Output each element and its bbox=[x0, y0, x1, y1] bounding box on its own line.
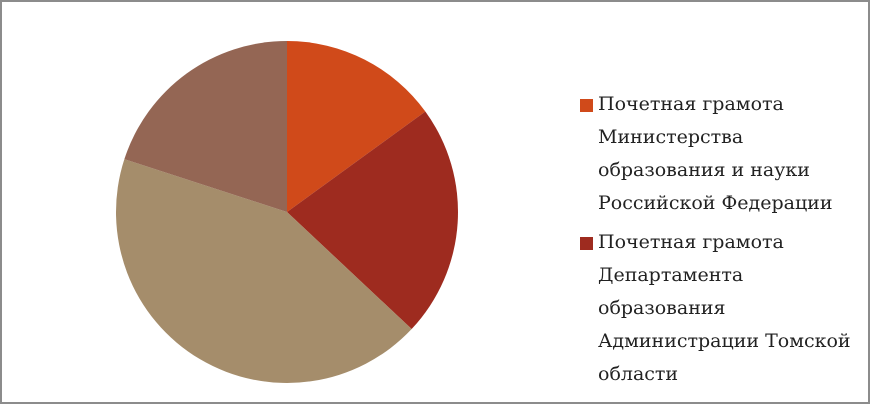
legend-item: Почетная грамота Департамента образовани… bbox=[580, 226, 855, 391]
pie-slice bbox=[124, 41, 287, 212]
legend-swatch bbox=[580, 99, 593, 112]
pie-slice bbox=[116, 159, 412, 383]
legend-swatch bbox=[580, 237, 593, 250]
pie-slice bbox=[287, 111, 458, 330]
pie-slice bbox=[287, 41, 426, 212]
legend-item: Почетная грамота Министерства образовани… bbox=[580, 88, 855, 220]
legend: Почетная грамота Министерства образовани… bbox=[580, 88, 855, 397]
legend-label: Почетная грамота Министерства образовани… bbox=[598, 93, 833, 214]
legend-label: Почетная грамота Департамента образовани… bbox=[598, 231, 851, 385]
